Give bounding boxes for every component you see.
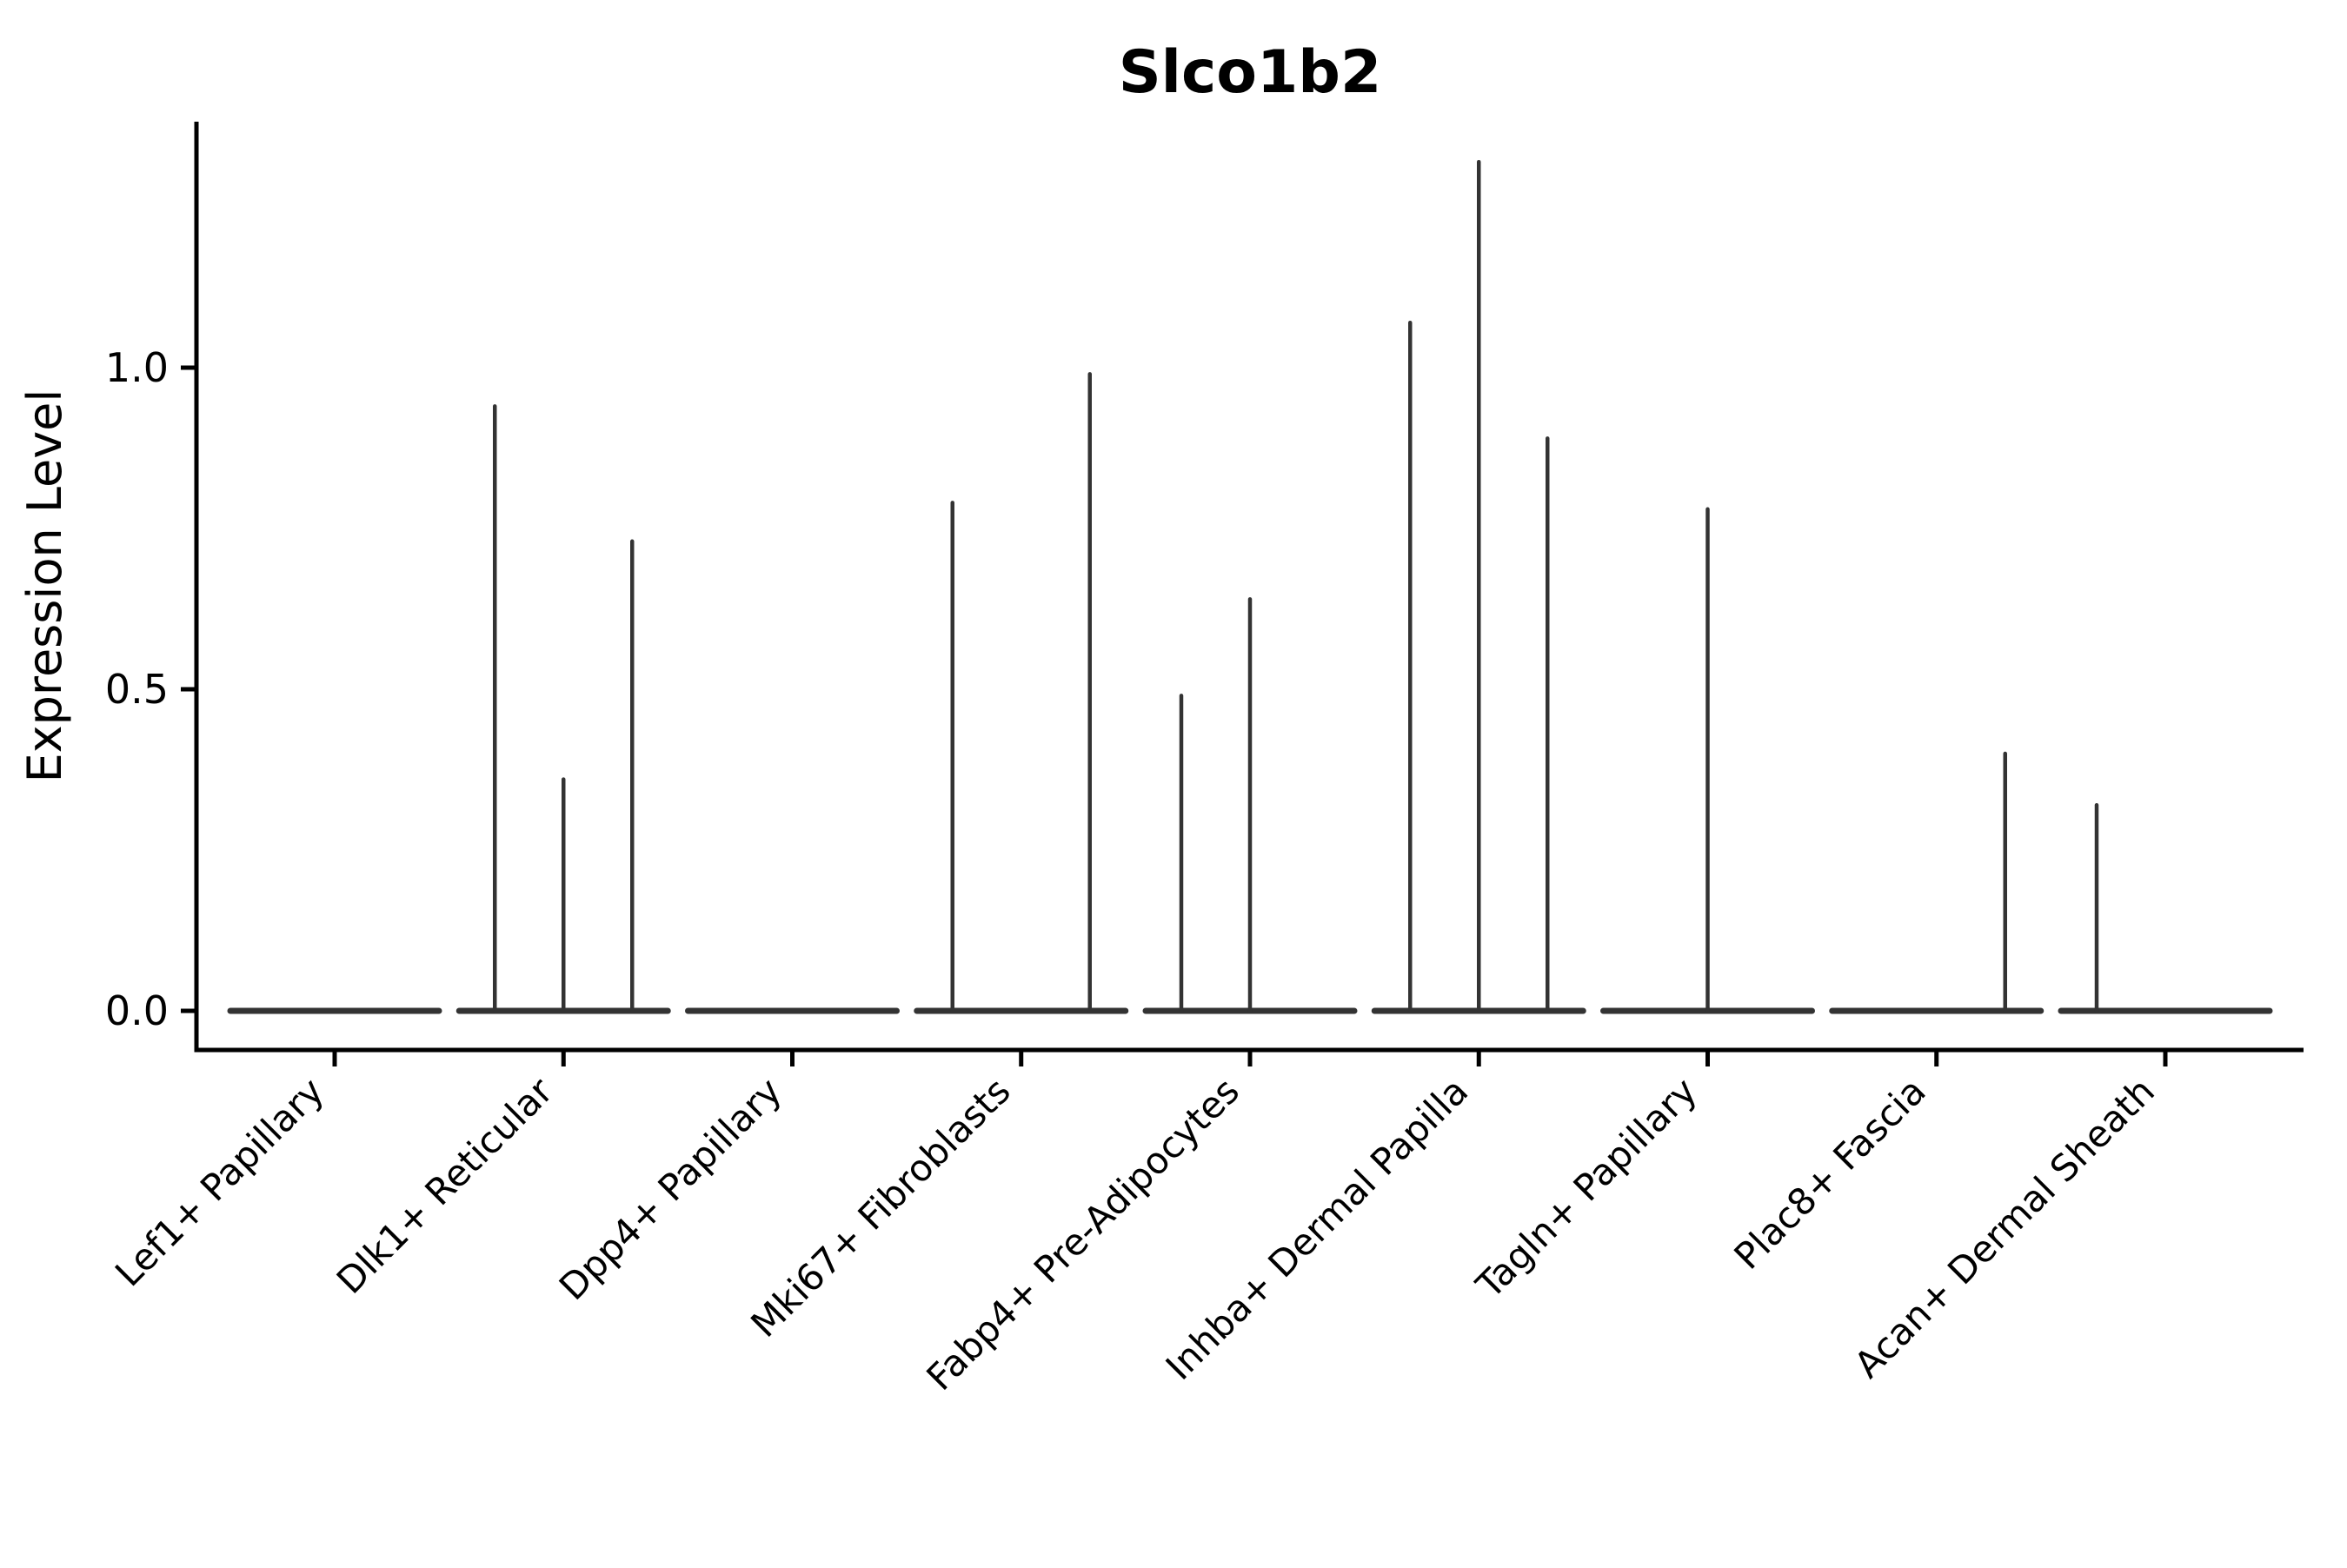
x-tick-label: Plac8+ Fascia — [1725, 1069, 1933, 1277]
violin — [1142, 597, 1358, 1014]
x-tick-label: Tagln+ Papillary — [1467, 1069, 1705, 1306]
x-tick-label: Lef1+ Papillary — [107, 1069, 332, 1294]
violin — [2058, 802, 2273, 1014]
violin — [914, 372, 1129, 1014]
y-axis-label: Expression Level — [17, 389, 72, 783]
y-tick-label: 1.0 — [105, 344, 169, 391]
y-tick-label: 0.0 — [105, 987, 169, 1034]
x-tick-label: Dlk1+ Reticular — [329, 1069, 562, 1302]
violin — [455, 404, 671, 1014]
violin — [1829, 751, 2044, 1014]
violin — [1371, 159, 1586, 1014]
violins-group — [227, 159, 2273, 1014]
violin — [1600, 507, 1815, 1014]
x-tick-label: Dpp4+ Papillary — [551, 1069, 790, 1308]
chart-title: Slco1b2 — [1119, 38, 1382, 107]
y-tick-label: 0.5 — [105, 666, 169, 713]
y-axis-ticks: 0.0 0.5 1.0 — [105, 344, 196, 1034]
x-tick-label: Mki67+ Fibroblasts — [742, 1069, 1018, 1345]
